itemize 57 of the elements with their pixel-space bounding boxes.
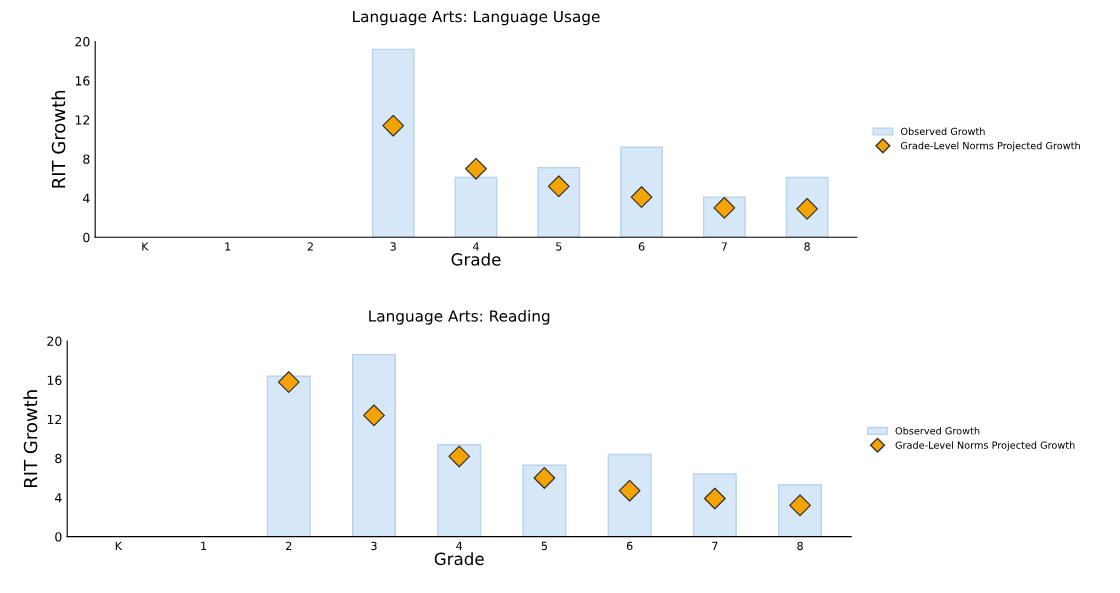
bar	[607, 453, 652, 537]
bar	[266, 375, 311, 537]
x-tick-label: 6	[626, 541, 633, 551]
bar	[437, 443, 482, 537]
x-tick-label: K	[115, 541, 123, 550]
bar	[537, 167, 581, 238]
bar	[454, 176, 498, 238]
y-tick-label: 12	[75, 115, 90, 125]
x-tick-label: 7	[721, 242, 727, 251]
y-tick-label: 16	[47, 375, 62, 386]
point	[382, 114, 405, 137]
y-tick-label: 16	[75, 76, 90, 86]
point	[533, 467, 556, 489]
y-tick-label: 0	[83, 232, 90, 243]
y-tick-label: 20	[47, 336, 62, 346]
point	[363, 404, 385, 427]
x-tick-label: 7	[712, 541, 718, 550]
x-tick-label: 8	[804, 242, 810, 251]
x-tick-label: 5	[556, 242, 562, 251]
chart-title: Language Arts: Language Usage	[353, 10, 600, 26]
x-tick-label: 5	[541, 541, 547, 551]
y-tick-label: 4	[55, 493, 62, 503]
y-tick-label: 8	[83, 154, 90, 164]
x-axis-title: Grade	[451, 252, 501, 266]
bar	[351, 353, 396, 537]
x-tick-label: 2	[307, 242, 313, 251]
bar	[371, 48, 415, 238]
y-tick-label: 4	[83, 193, 90, 203]
y-tick-label: 0	[55, 532, 62, 542]
legend-label: Grade-Level Norms Projected Growth	[900, 141, 1080, 152]
x-tick-label: 6	[638, 242, 645, 251]
x-tick-label: 4	[473, 242, 479, 251]
x-tick-label: 1	[225, 242, 231, 251]
x-tick-label: 4	[456, 541, 463, 550]
x-axis-title: Grade	[434, 552, 484, 566]
x-tick-label: K	[142, 242, 149, 251]
point	[448, 445, 471, 468]
bar	[692, 473, 737, 537]
y-tick-label: 12	[47, 414, 62, 424]
x-tick-label: 2	[286, 541, 292, 550]
legend-label: Observed Growth	[900, 127, 985, 136]
x-tick-label: 3	[390, 242, 396, 251]
x-tick-label: 8	[797, 541, 803, 551]
y-tick-label: 20	[75, 36, 90, 47]
y-axis-title: RIT Growth	[51, 90, 66, 188]
point	[547, 175, 570, 198]
point	[465, 157, 487, 180]
legend-label: Observed Growth	[895, 426, 980, 435]
legend-label: Grade-Level Norms Projected Growth	[895, 441, 1075, 451]
y-axis-title: RIT Growth	[23, 390, 38, 488]
y-tick-label: 8	[55, 453, 62, 464]
x-tick-label: 1	[201, 541, 207, 550]
chart-title: Language Arts: Reading	[369, 309, 550, 325]
bar	[620, 146, 663, 238]
point	[277, 371, 300, 393]
bar	[522, 464, 567, 537]
x-tick-label: 3	[371, 541, 377, 551]
